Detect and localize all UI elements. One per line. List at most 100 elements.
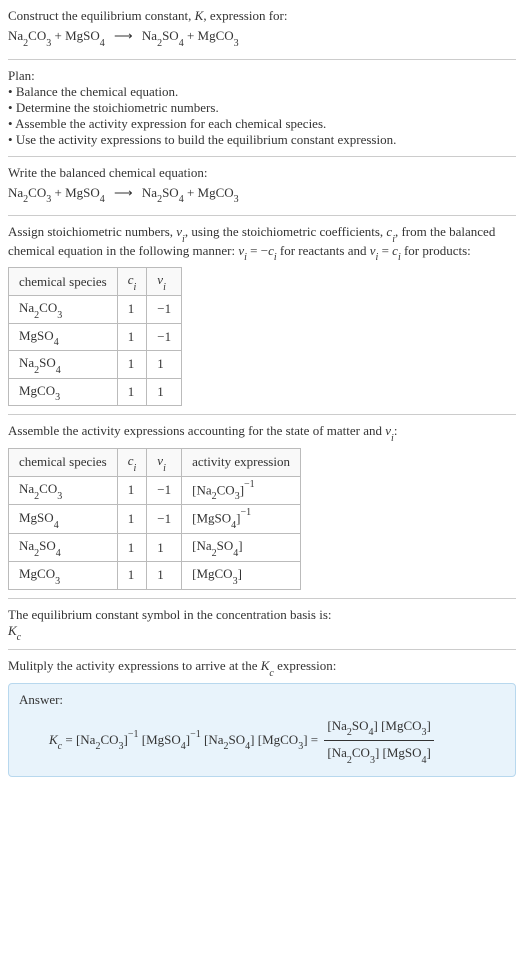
- cell: −1: [147, 295, 182, 323]
- cell: 1: [117, 351, 147, 379]
- col-header: νi: [147, 268, 182, 296]
- species: SO: [39, 355, 56, 370]
- cell: 1: [147, 351, 182, 379]
- term: [MgCO: [258, 732, 298, 747]
- c: c: [268, 243, 274, 258]
- subscript: 2: [95, 741, 100, 752]
- cell: 1: [117, 323, 147, 351]
- cell: [MgSO4]−1: [182, 505, 301, 534]
- cell: 1: [117, 378, 147, 406]
- subscript: 3: [422, 727, 427, 738]
- assign-section: Assign stoichiometric numbers, νi, using…: [8, 224, 516, 406]
- term: ]: [427, 718, 431, 733]
- species: Na: [142, 28, 157, 43]
- cell: 1: [117, 505, 147, 534]
- subscript: 2: [212, 548, 217, 559]
- Kc: K: [49, 732, 58, 747]
- subscript: 3: [46, 194, 51, 205]
- plus: +: [184, 28, 198, 43]
- term: [Na: [327, 718, 347, 733]
- eqconst-text: The equilibrium constant symbol in the c…: [8, 607, 516, 623]
- species: MgSO: [19, 510, 54, 525]
- subscript: 3: [55, 392, 60, 403]
- cell: 1: [117, 534, 147, 562]
- subscript: i: [391, 433, 394, 444]
- divider: [8, 598, 516, 599]
- subscript: 2: [347, 755, 352, 766]
- numerator: [Na2SO4] [MgCO3]: [324, 714, 434, 742]
- species: SO: [39, 538, 56, 553]
- expr: [MgSO: [192, 511, 231, 526]
- subscript: 4: [56, 365, 61, 376]
- species: Na: [8, 28, 23, 43]
- expr: [MgCO: [192, 566, 232, 581]
- divider: [8, 59, 516, 60]
- species: CO: [28, 28, 46, 43]
- term: SO: [352, 718, 369, 733]
- subscript: 3: [119, 741, 124, 752]
- subscript: 3: [55, 576, 60, 587]
- superscript: −1: [240, 507, 251, 518]
- eqconst-symbol: Kc: [8, 623, 516, 642]
- text: = −: [247, 243, 268, 258]
- cell: MgSO4: [9, 505, 118, 534]
- subscript: 3: [234, 38, 239, 49]
- intro-text2: , expression for:: [203, 8, 287, 23]
- cell: MgSO4: [9, 323, 118, 351]
- c: c: [128, 272, 134, 287]
- reaction-arrow: ⟶: [114, 24, 133, 47]
- divider: [8, 649, 516, 650]
- table-row: MgSO4 1 −1: [9, 323, 182, 351]
- table-row: Na2SO4 1 1: [9, 351, 182, 379]
- text: :: [394, 423, 398, 438]
- subscript: i: [244, 252, 247, 263]
- K: K: [8, 623, 17, 638]
- stoich-table: chemical species ci νi Na2CO3 1 −1 MgSO4…: [8, 267, 182, 406]
- subscript: 3: [235, 491, 240, 502]
- subscript: 2: [34, 310, 39, 321]
- cell: [MgCO3]: [182, 561, 301, 589]
- answer-equation: Kc = [Na2CO3]−1 [MgSO4]−1 [Na2SO4] [MgCO…: [19, 714, 505, 768]
- term: CO: [352, 745, 370, 760]
- subscript: c: [17, 632, 21, 643]
- text: Assemble the activity expressions accoun…: [8, 423, 385, 438]
- species: CO: [28, 185, 46, 200]
- equals: =: [308, 732, 322, 747]
- term: [Na: [204, 732, 224, 747]
- subscript: 2: [157, 38, 162, 49]
- subscript: 4: [181, 741, 186, 752]
- subscript: 4: [179, 194, 184, 205]
- subscript: 2: [347, 727, 352, 738]
- table-row: Na2SO4 1 1 [Na2SO4]: [9, 534, 301, 562]
- subscript: i: [398, 252, 401, 263]
- divider: [8, 156, 516, 157]
- term: [MgCO: [381, 718, 421, 733]
- plan-bullet: Determine the stoichiometric numbers.: [8, 100, 516, 116]
- species: SO: [162, 28, 179, 43]
- subscript: 3: [57, 310, 62, 321]
- cell: 1: [117, 295, 147, 323]
- superscript: −1: [190, 729, 201, 740]
- c: c: [128, 453, 134, 468]
- subscript: 3: [234, 194, 239, 205]
- balanced-section: Write the balanced chemical equation: Na…: [8, 165, 516, 208]
- subscript: i: [134, 463, 137, 474]
- term: [Na: [327, 745, 347, 760]
- col-header: ci: [117, 268, 147, 296]
- cell: [Na2SO4]: [182, 534, 301, 562]
- plus: +: [51, 28, 65, 43]
- subscript: 3: [57, 491, 62, 502]
- subscript: i: [182, 234, 185, 245]
- subscript: 3: [370, 755, 375, 766]
- balanced-equation: Na2CO3 + MgSO4 ⟶ Na2SO4 + MgCO3: [8, 181, 516, 208]
- subscript: i: [134, 282, 137, 293]
- species: SO: [162, 185, 179, 200]
- species: Na: [19, 300, 34, 315]
- subscript: 4: [233, 548, 238, 559]
- answer-box: Answer: Kc = [Na2CO3]−1 [MgSO4]−1 [Na2SO…: [8, 683, 516, 777]
- species: MgCO: [198, 185, 234, 200]
- plus: +: [184, 185, 198, 200]
- term: ]: [427, 745, 431, 760]
- cell: Na2CO3: [9, 295, 118, 323]
- term: ]: [250, 732, 254, 747]
